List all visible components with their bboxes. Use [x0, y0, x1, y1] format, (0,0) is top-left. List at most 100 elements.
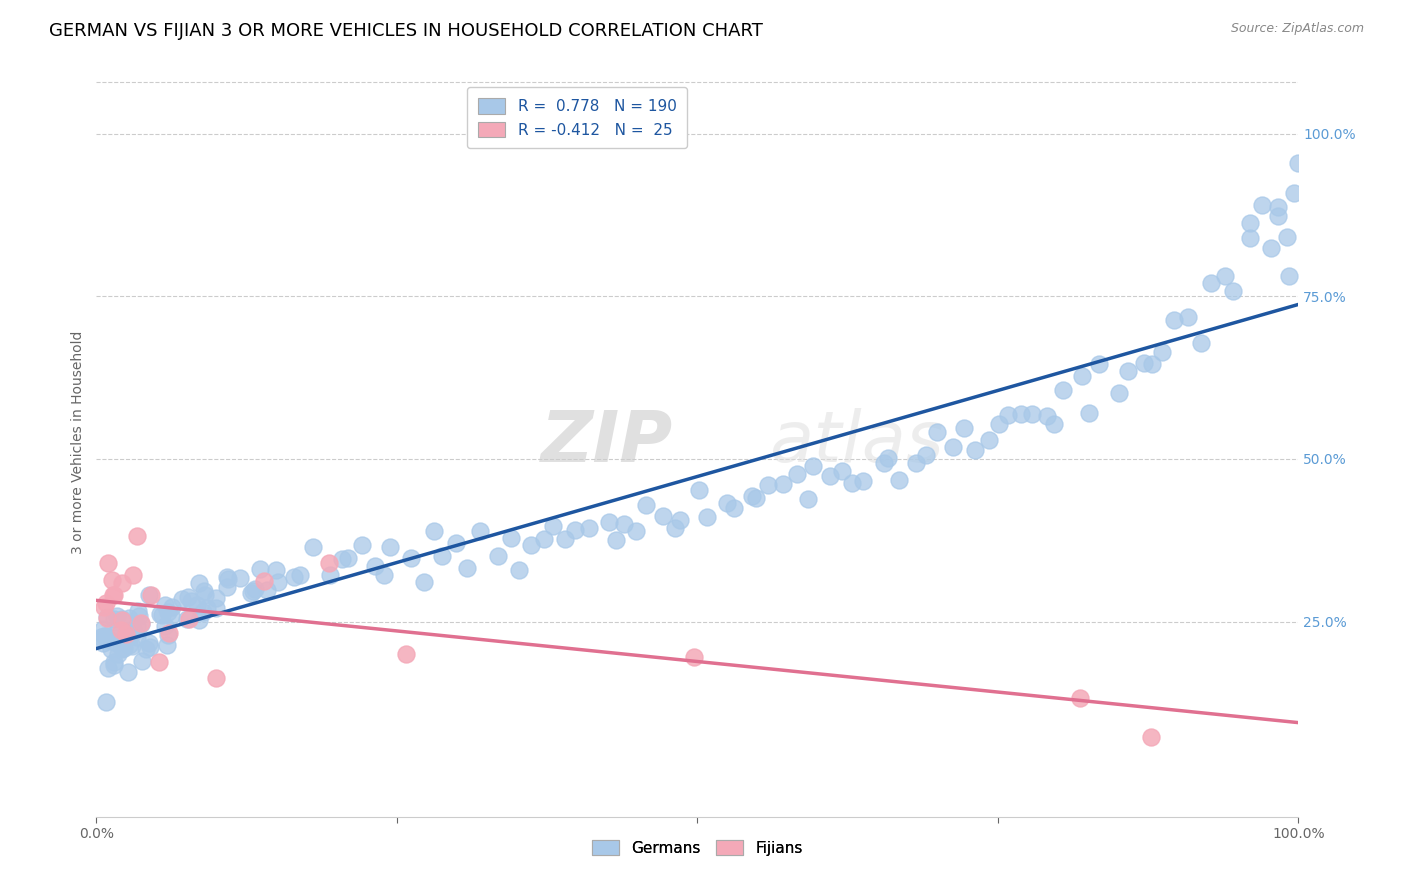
Point: [520, 538, 543, 552]
Point: [141, 588, 163, 602]
Point: [796, 491, 818, 506]
Point: [122, 567, 145, 582]
Point: [319, 568, 342, 582]
Point: [564, 523, 586, 537]
Point: [651, 509, 673, 524]
Point: [446, 536, 468, 550]
Point: [533, 533, 555, 547]
Point: [887, 473, 910, 487]
Point: [157, 605, 180, 619]
Point: [129, 617, 152, 632]
Point: [170, 592, 193, 607]
Text: atlas: atlas: [769, 409, 943, 477]
Point: [111, 641, 134, 656]
Point: [952, 421, 974, 435]
Point: [841, 475, 863, 490]
Point: [1116, 364, 1139, 378]
Point: [413, 574, 436, 589]
Point: [114, 627, 136, 641]
Point: [1088, 358, 1111, 372]
Point: [103, 655, 125, 669]
Point: [121, 639, 143, 653]
Point: [187, 576, 209, 591]
Point: [1250, 198, 1272, 212]
Point: [1010, 407, 1032, 421]
Point: [373, 567, 395, 582]
Point: [1078, 406, 1101, 420]
Point: [979, 433, 1001, 447]
Point: [156, 638, 179, 652]
Point: [1163, 312, 1185, 326]
Point: [249, 562, 271, 576]
Point: [745, 491, 768, 506]
Point: [111, 612, 134, 626]
Point: [267, 575, 290, 590]
Point: [915, 448, 938, 462]
Point: [283, 570, 305, 584]
Point: [664, 521, 686, 535]
Point: [100, 573, 122, 587]
Point: [1286, 156, 1309, 170]
Point: [541, 519, 564, 533]
Point: [155, 618, 177, 632]
Point: [264, 563, 287, 577]
Point: [1189, 335, 1212, 350]
Point: [927, 425, 949, 439]
Point: [125, 630, 148, 644]
Point: [380, 541, 402, 555]
Point: [186, 599, 208, 613]
Point: [96, 610, 118, 624]
Point: [215, 570, 238, 584]
Point: [337, 551, 360, 566]
Point: [159, 609, 181, 624]
Point: [741, 490, 763, 504]
Point: [217, 581, 239, 595]
Point: [1035, 409, 1057, 424]
Point: [987, 417, 1010, 432]
Point: [873, 456, 896, 470]
Point: [105, 624, 128, 638]
Point: [240, 586, 263, 600]
Point: [1069, 690, 1091, 705]
Point: [456, 561, 478, 575]
Point: [125, 618, 148, 632]
Point: [103, 635, 125, 649]
Point: [157, 626, 180, 640]
Point: [100, 642, 122, 657]
Text: GERMAN VS FIJIAN 3 OR MORE VEHICLES IN HOUSEHOLD CORRELATION CHART: GERMAN VS FIJIAN 3 OR MORE VEHICLES IN H…: [49, 22, 763, 40]
Point: [997, 408, 1019, 422]
Point: [1239, 216, 1261, 230]
Point: [1152, 345, 1174, 359]
Point: [103, 588, 125, 602]
Point: [121, 626, 143, 640]
Point: [1275, 230, 1298, 244]
Point: [430, 549, 453, 564]
Point: [1260, 241, 1282, 255]
Point: [103, 658, 125, 673]
Point: [1278, 269, 1301, 284]
Point: [688, 483, 710, 498]
Point: [253, 574, 276, 589]
Point: [177, 612, 200, 626]
Point: [176, 613, 198, 627]
Point: [104, 632, 127, 646]
Point: [93, 629, 115, 643]
Point: [117, 665, 139, 680]
Point: [96, 596, 118, 610]
Point: [205, 601, 228, 615]
Point: [965, 443, 987, 458]
Point: [195, 600, 218, 615]
Point: [122, 622, 145, 636]
Point: [423, 524, 446, 538]
Point: [696, 510, 718, 524]
Point: [91, 636, 114, 650]
Point: [613, 517, 636, 532]
Point: [1108, 386, 1130, 401]
Point: [905, 456, 928, 470]
Point: [330, 552, 353, 566]
Point: [110, 623, 132, 637]
Point: [1239, 230, 1261, 244]
Point: [245, 582, 267, 596]
Point: [242, 584, 264, 599]
Point: [364, 559, 387, 574]
